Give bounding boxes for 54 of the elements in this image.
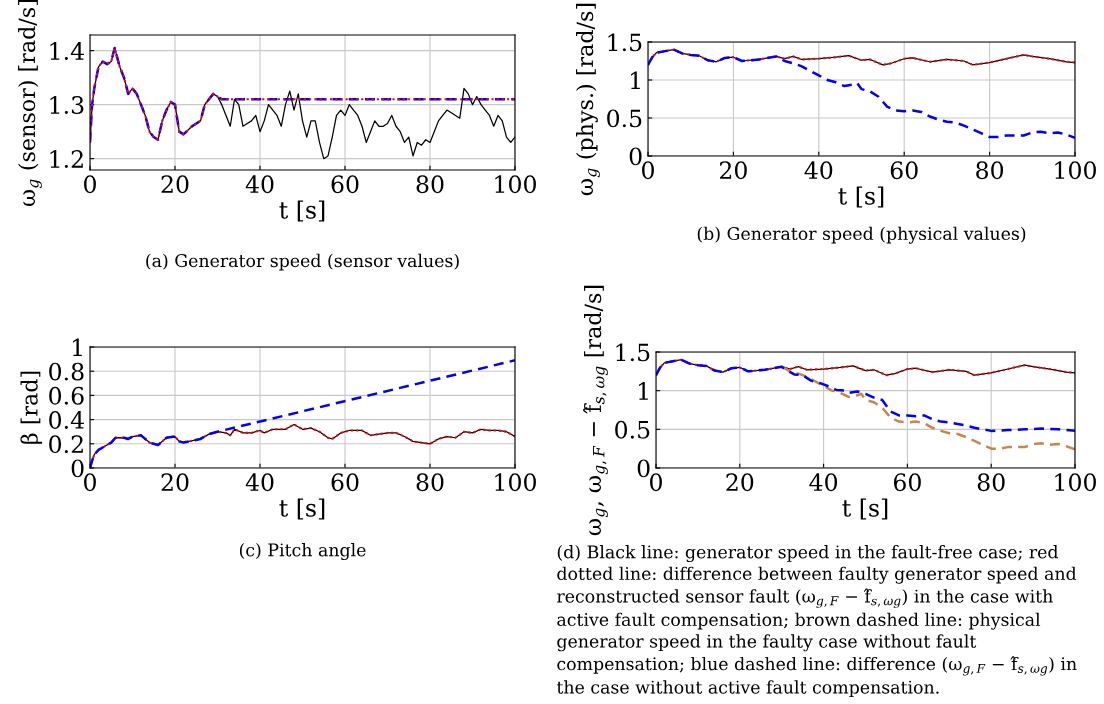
text: (a) Generator speed (sensor values) [146, 253, 459, 271]
y-tick-label: 1.3 [50, 96, 84, 114]
y-tick-label: 1 [639, 382, 648, 400]
x-axis-title: t [s] [842, 498, 888, 520]
y-tick-label: 0.6 [49, 386, 84, 405]
text: (d) Black line: generator speed in the fault-free case; red dotted line: difference between faulty generator speed and reconstructed sensor fault (ω$_{g,F}$ − f̂$_{s,ωg}$) in the case with active fault compensation; brown dashed line: physical generator speed in the faulty case without fault compensation; blue dashed line: difference (ω$_{g,F}$ − f̂$_{s,ωg}$) in the case without active fault compensation. [556, 545, 1077, 698]
x-tick-label: 100 [1055, 473, 1096, 492]
x-tick-label: 20 [161, 473, 189, 492]
x-tick-label: 80 [977, 473, 1005, 492]
y-tick-label: 1.4 [50, 42, 84, 60]
x-tick-label: 100 [495, 473, 536, 492]
x-tick-label: 20 [726, 473, 754, 492]
x-tick-label: 0 [650, 473, 662, 492]
x-tick-label: 60 [890, 161, 918, 180]
x-tick-label: 20 [719, 161, 747, 180]
x-axis-title: t [s] [279, 200, 325, 222]
x-tick-label: 20 [161, 175, 189, 194]
x-tick-label: 0 [84, 175, 96, 194]
text: (c) Pitch angle [239, 543, 366, 561]
x-tick-label: 80 [976, 161, 1004, 180]
y-tick-label: 0.5 [615, 420, 650, 439]
x-tick-label: 80 [416, 175, 444, 194]
y-tick-label: 0 [629, 147, 642, 166]
x-tick-label: 60 [331, 473, 359, 492]
line-series [656, 358, 1075, 433]
x-axis-title: t [s] [838, 186, 884, 208]
y-tick-label: 0 [637, 459, 650, 478]
y-tick-label: 1.2 [50, 150, 83, 168]
text: (b) Generator speed (physical values) [697, 226, 1026, 244]
x-tick-label: 100 [1055, 161, 1096, 180]
x-axis-title: t [s] [279, 498, 325, 520]
x-tick-label: 100 [495, 175, 536, 194]
y-axis-title: ω$_{g}$, ω$_{g,F}$ − f̂$_{s,ωg}$ [rad/s] [583, 285, 608, 536]
y-axis-title: ω$_{g}$ (sensor) [rad/s] [18, 0, 42, 207]
x-tick-label: 80 [416, 473, 444, 492]
line-series [648, 48, 1075, 140]
x-tick-label: 40 [804, 161, 833, 180]
y-tick-label: 1.5 [616, 343, 650, 362]
y-tick-label: 0.4 [49, 411, 84, 429]
y-tick-label: 1.5 [608, 33, 642, 52]
x-tick-label: 40 [245, 175, 274, 194]
y-tick-label: 0.5 [607, 109, 642, 128]
y-axis-title: ω$_{g}$ (phys.) [rad/s] [576, 3, 600, 196]
x-tick-label: 40 [245, 473, 274, 492]
x-tick-label: 40 [809, 473, 838, 492]
y-tick-label: 1 [631, 71, 640, 89]
y-tick-label: 1 [73, 338, 82, 356]
x-tick-label: 60 [893, 473, 921, 492]
y-tick-label: 0 [71, 459, 84, 478]
y-tick-label: 0.2 [49, 435, 83, 454]
x-tick-label: 60 [331, 175, 359, 194]
y-tick-label: 0.8 [49, 362, 84, 381]
x-tick-label: 0 [84, 473, 96, 492]
y-axis-title: β [rad] [20, 371, 43, 444]
